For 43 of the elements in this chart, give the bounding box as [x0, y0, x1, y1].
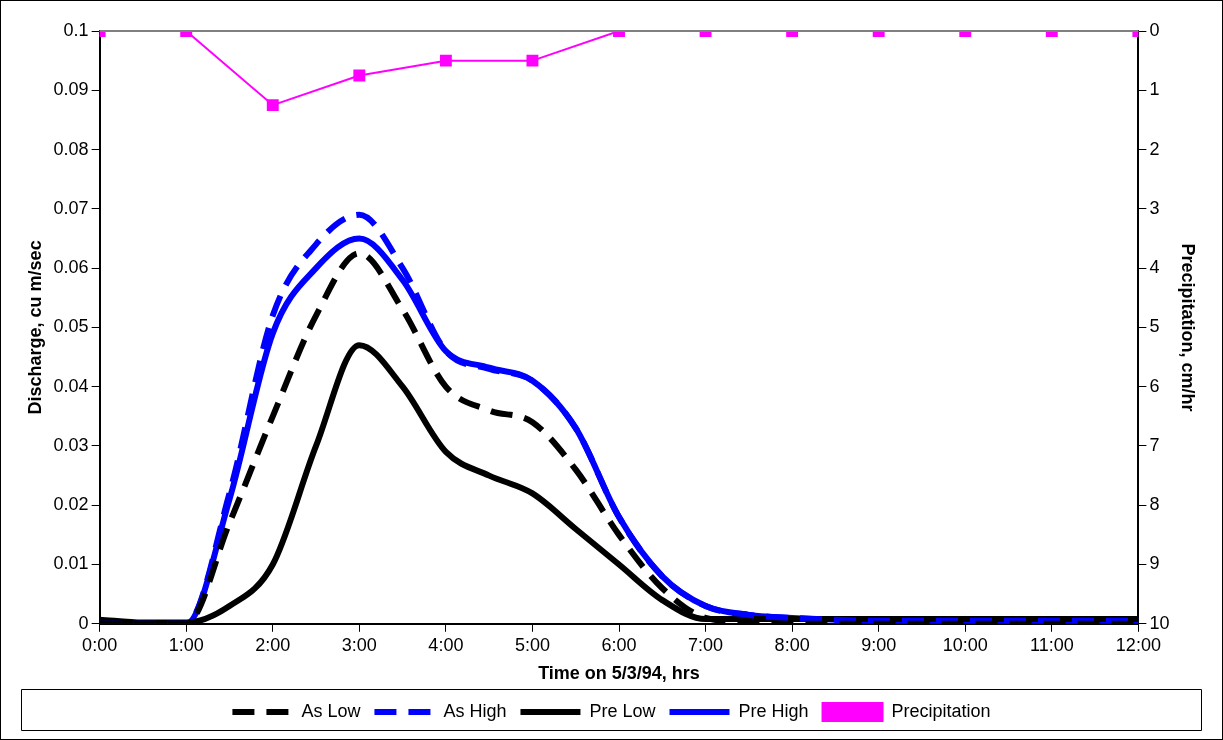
y2-tick-label: 7	[1149, 434, 1160, 455]
y-tick-label: 0.07	[53, 197, 89, 218]
y2-tick-label: 10	[1149, 612, 1170, 633]
x-tick-label: 0:00	[82, 634, 118, 655]
y2-axis-title: Precipitation, cm/hr	[1178, 243, 1199, 412]
y-tick-label: 0.03	[53, 434, 89, 455]
y-tick-label: 0.06	[53, 257, 89, 278]
x-tick-label: 9:00	[861, 634, 897, 655]
y-tick-label: 0.01	[53, 553, 89, 574]
x-tick-label: 7:00	[688, 634, 724, 655]
x-tick-label: 6:00	[601, 634, 637, 655]
y-axis-title: Discharge, cu m/sec	[24, 240, 45, 415]
y2-tick-label: 1	[1149, 79, 1160, 100]
y2-tick-label: 0	[1149, 19, 1160, 40]
y-tick-label: 0.08	[53, 138, 89, 159]
legend-label: Pre Low	[589, 700, 657, 721]
y-tick-label: 0.04	[53, 375, 89, 396]
x-tick-label: 1:00	[168, 634, 204, 655]
x-tick-label: 12:00	[1115, 634, 1161, 655]
y-tick-label: 0.1	[63, 19, 89, 40]
y-tick-label: 0.05	[53, 316, 89, 337]
y-tick-label: 0.02	[53, 494, 89, 515]
x-tick-label: 2:00	[255, 634, 291, 655]
y-tick-label: 0.09	[53, 79, 89, 100]
y2-tick-label: 2	[1149, 138, 1160, 159]
legend-label: As High	[443, 700, 507, 721]
legend-label: Pre High	[738, 700, 809, 721]
x-axis-title: Time on 5/3/94, hrs	[538, 663, 700, 684]
x-tick-label: 11:00	[1029, 634, 1074, 655]
y-tick-label: 0	[78, 612, 89, 633]
y2-tick-label: 4	[1149, 257, 1160, 278]
x-tick-label: 8:00	[774, 634, 810, 655]
y2-tick-label: 8	[1149, 494, 1160, 515]
y2-tick-label: 3	[1149, 197, 1160, 218]
y2-tick-label: 6	[1149, 375, 1160, 396]
legend-label: Precipitation	[891, 700, 991, 721]
legend-label: As Low	[301, 700, 362, 721]
x-tick-label: 3:00	[341, 634, 377, 655]
x-tick-label: 5:00	[514, 634, 550, 655]
x-tick-label: 4:00	[428, 634, 464, 655]
x-tick-label: 10:00	[942, 634, 988, 655]
y2-tick-label: 9	[1149, 553, 1160, 574]
y2-tick-label: 5	[1149, 316, 1160, 337]
